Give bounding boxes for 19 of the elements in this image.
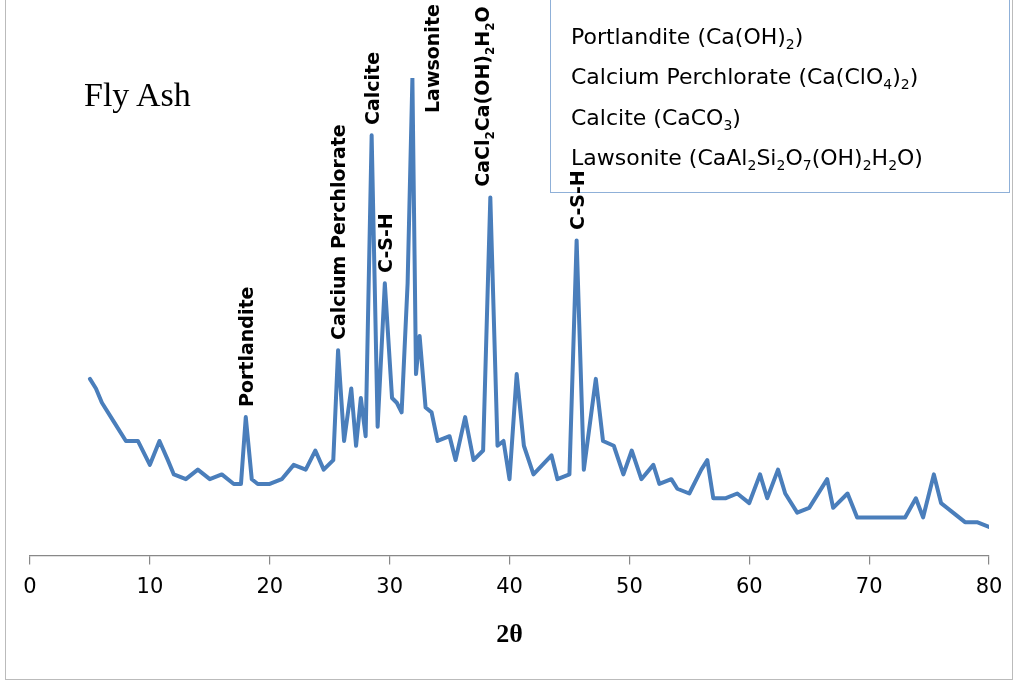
x-tick-label: 20 [256,573,284,598]
annotation: Calcium Perchlorate [327,124,350,341]
x-tick-label: 0 [23,573,37,598]
annotation: C-S-H [565,170,588,231]
annotation: Portlandite [234,286,257,408]
x-tick-label: 80 [975,573,1003,598]
x-tick-label: 40 [496,573,523,598]
annotation: C-S-H [373,213,396,274]
annotation: Lawsonite [421,4,444,113]
x-axis-title: 2θ [496,619,523,649]
annotation: Calcite (CaCO$_{3}$) [571,104,742,134]
chart-title: Fly Ash [84,76,191,114]
annotation: Calcium Perchlorate (Ca(ClO$_{4}$)$_{2}$) [571,64,920,93]
x-tick-label: 60 [735,573,763,598]
x-tick-label: 30 [376,573,403,598]
x-tick-label: 70 [855,573,883,598]
x-tick-label: 50 [616,573,643,598]
x-tick-label: 10 [136,573,164,598]
annotation: Calcite [360,52,383,126]
